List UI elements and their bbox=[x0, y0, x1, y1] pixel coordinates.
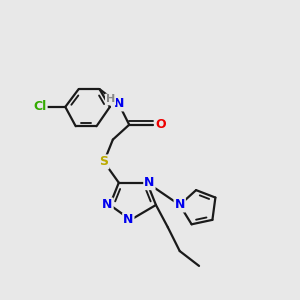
Text: N: N bbox=[175, 199, 185, 212]
Text: N: N bbox=[102, 199, 113, 212]
Text: S: S bbox=[99, 155, 108, 168]
Text: N: N bbox=[144, 176, 154, 189]
Text: Cl: Cl bbox=[33, 100, 47, 113]
Text: N: N bbox=[114, 98, 124, 110]
Text: H: H bbox=[106, 94, 115, 104]
Text: O: O bbox=[155, 118, 166, 131]
Text: N: N bbox=[123, 213, 134, 226]
